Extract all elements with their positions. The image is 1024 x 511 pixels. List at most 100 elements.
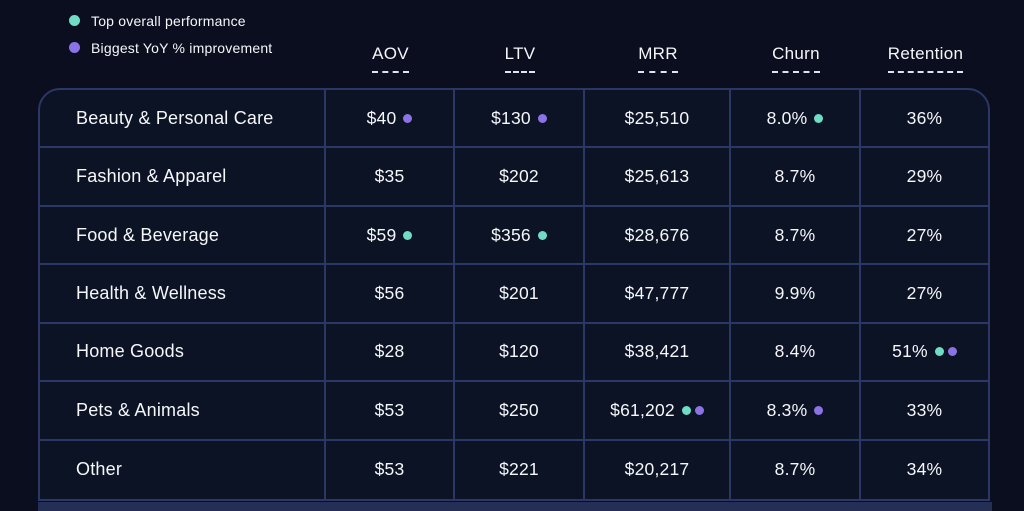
value-label: $130 [491,107,531,128]
value-cell-mrr: $25,613 [585,148,731,207]
category-label: Other [76,459,123,480]
column-header-label: AOV [372,44,409,73]
value-label: $25,510 [624,107,690,128]
top-performance-dot-icon [69,15,80,26]
value-label: $28 [374,341,405,362]
column-header-label: Retention [887,44,964,73]
value-label: $28,676 [624,224,690,245]
yoy-improvement-dot-icon [947,347,957,357]
value-cell-churn: 8.7% [731,206,861,266]
value-cell-ltv: $250 [455,382,585,441]
value-cell-mrr: $20,217 [585,440,731,499]
category-cell: Beauty & Personal Care [40,90,326,149]
value-label: $201 [499,282,539,303]
value-label: 8.3% [766,399,808,420]
category-cell: Pets & Animals [40,382,326,441]
yoy-improvement-dot-icon [69,42,80,53]
value-label: $202 [499,166,539,187]
value-cell-retention: 51% [861,324,988,383]
value-cell-ltv: $201 [455,265,585,324]
category-cell: Other [40,440,326,499]
value-label: $250 [499,399,539,420]
value-cell-mrr: $28,676 [585,206,731,266]
value-label: $40 [366,107,397,128]
value-cell-churn: 8.7% [731,440,861,499]
value-cell-retention: 27% [861,265,988,324]
top-performance-dot-icon [681,405,691,415]
legend-label: Top overall performance [91,12,246,29]
value-label: 51% [892,341,928,362]
category-label: Fashion & Apparel [76,166,227,187]
top-performance-dot-icon [934,347,944,357]
column-header-label: Churn [772,44,820,73]
value-cell-churn: 8.0% [731,90,861,149]
value-cell-retention: 33% [861,382,988,441]
value-label: $25,613 [624,166,690,187]
value-cell-retention: 27% [861,207,988,266]
value-cell-ltv: $356 [455,206,585,266]
value-label: 34% [906,459,943,480]
category-label: Health & Wellness [76,282,227,303]
value-label: 27% [906,282,943,303]
value-cell-ltv: $130 [455,90,585,149]
value-cell-retention: 36% [861,90,988,149]
table-header-row: AOV LTV MRR Churn Retention [326,44,990,73]
value-cell-churn: 8.4% [731,323,861,383]
value-cell-aov: $59 [326,206,455,266]
value-cell-aov: $53 [326,382,455,441]
value-cell-churn: 8.3% [731,382,861,441]
value-cell-churn: 8.7% [731,148,861,207]
legend-item-top-performance: Top overall performance [69,7,272,34]
value-label: $356 [491,224,531,245]
value-label: $38,421 [624,341,690,362]
category-cell: Fashion & Apparel [40,148,326,207]
value-label: 33% [906,399,943,420]
value-label: 8.7% [774,224,816,245]
value-cell-aov: $28 [326,323,455,383]
column-header-label: LTV [504,44,536,73]
value-label: 9.9% [774,282,816,303]
legend-item-yoy-improvement: Biggest YoY % improvement [69,34,272,61]
value-label: 36% [906,107,943,128]
column-header-churn: Churn [731,44,861,73]
category-label: Pets & Animals [76,399,200,420]
value-label: $59 [366,224,397,245]
yoy-improvement-dot-icon [537,113,547,123]
legend: Top overall performance Biggest YoY % im… [69,7,272,61]
metrics-table: Beauty & Personal Care $40 $130 $25,510 8.0%… [38,88,990,501]
value-label: $120 [499,341,539,362]
column-header-ltv: LTV [455,44,585,73]
column-header-label: MRR [638,44,678,73]
yoy-improvement-dot-icon [403,113,413,123]
value-label: $53 [374,459,405,480]
value-cell-mrr: $38,421 [585,323,731,383]
value-label: $20,217 [624,459,690,480]
next-row-partial-band [38,502,992,511]
value-cell-churn: 9.9% [731,265,861,324]
top-performance-dot-icon [537,230,547,240]
category-label: Food & Beverage [76,224,220,245]
value-label: 8.0% [766,107,808,128]
category-label: Beauty & Personal Care [76,107,274,128]
value-label: 8.7% [774,459,816,480]
value-cell-ltv: $120 [455,323,585,383]
value-label: 8.7% [774,166,816,187]
category-cell: Food & Beverage [40,206,326,266]
value-cell-aov: $40 [326,90,455,149]
yoy-improvement-dot-icon [814,405,824,415]
column-header-mrr: MRR [585,44,731,73]
value-label: $61,202 [610,399,675,420]
value-cell-aov: $53 [326,440,455,499]
category-cell: Health & Wellness [40,265,326,324]
value-cell-aov: $35 [326,148,455,207]
value-label: $53 [374,399,405,420]
value-label: $47,777 [624,282,690,303]
column-header-aov: AOV [326,44,455,73]
value-label: $35 [374,166,405,187]
value-cell-retention: 29% [861,148,988,207]
value-cell-ltv: $221 [455,440,585,499]
column-header-retention: Retention [861,44,990,73]
value-cell-mrr: $47,777 [585,265,731,324]
value-cell-mrr: $25,510 [585,90,731,149]
yoy-improvement-dot-icon [694,405,704,415]
